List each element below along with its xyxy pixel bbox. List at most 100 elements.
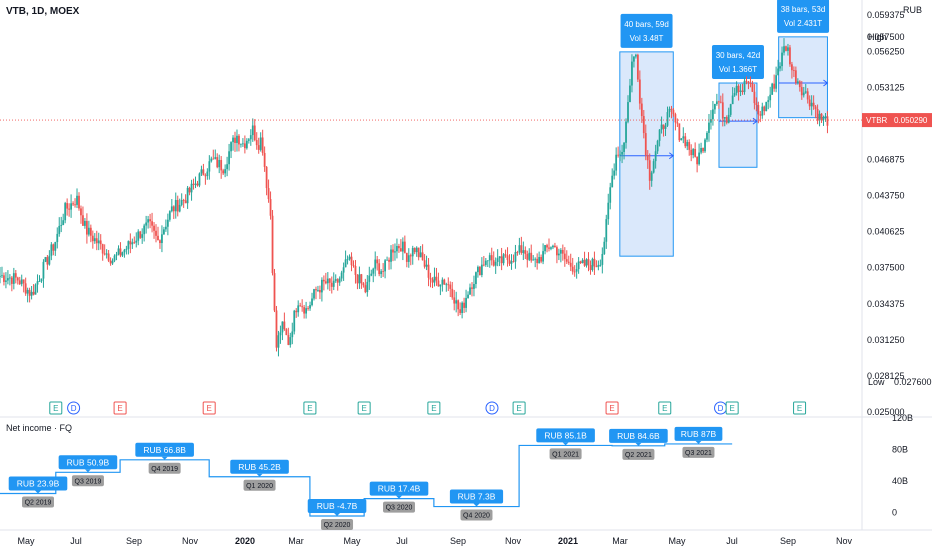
- candle-body: [571, 266, 574, 272]
- range-volume-label: Vol 1.366T: [719, 65, 757, 74]
- net-income-value: RUB -4.7B: [317, 501, 358, 511]
- earnings-marker[interactable]: [725, 401, 739, 415]
- candle-body: [611, 175, 614, 188]
- range-arrow: [752, 117, 758, 125]
- candle-body: [342, 267, 345, 273]
- candle-body: [40, 278, 43, 282]
- candle-body: [759, 114, 762, 116]
- earnings-marker[interactable]: [357, 401, 371, 415]
- candle-body: [78, 195, 80, 209]
- candle-body: [826, 116, 829, 126]
- dividend-marker[interactable]: [67, 401, 81, 415]
- candle-body: [806, 91, 809, 100]
- date-price-range[interactable]: [718, 82, 758, 168]
- date-price-range[interactable]: [778, 36, 828, 119]
- candle-body: [123, 249, 126, 253]
- candle-body: [376, 259, 379, 264]
- net-income-value: RUB 45.2B: [238, 462, 281, 472]
- candle-body: [222, 170, 225, 174]
- dividend-marker[interactable]: [485, 401, 499, 415]
- candle-body: [277, 335, 280, 348]
- price-tick-label: 0.028125: [867, 371, 905, 381]
- candle-body: [129, 241, 132, 245]
- candle-body: [271, 215, 274, 274]
- candle-body: [159, 240, 161, 244]
- candle-body: [421, 252, 424, 261]
- earnings-marker[interactable]: [427, 401, 441, 415]
- earnings-marker[interactable]: [303, 401, 317, 415]
- candle-body: [20, 279, 23, 285]
- period-badge: [460, 509, 493, 521]
- earnings-marker[interactable]: [113, 401, 127, 415]
- candle-body: [66, 203, 69, 209]
- earnings-marker-letter: E: [307, 404, 312, 413]
- candle-body: [794, 70, 797, 83]
- candle-body: [328, 278, 331, 283]
- candle-body: [465, 297, 467, 308]
- price-tick-label: 0.057500: [867, 32, 905, 42]
- candle-body: [767, 100, 770, 102]
- earnings-marker-letter: E: [361, 404, 366, 413]
- candle-body: [214, 157, 217, 159]
- time-tick-label: May: [343, 536, 361, 546]
- candle-body: [587, 259, 590, 266]
- net-income-period: Q2 2021: [625, 452, 652, 459]
- time-tick-label: Nov: [182, 536, 199, 546]
- candle-body: [121, 252, 124, 256]
- earnings-marker[interactable]: [605, 401, 619, 415]
- candle-body: [1, 275, 3, 277]
- candle-body: [538, 257, 541, 264]
- candle-body: [234, 137, 236, 143]
- candle-body: [93, 238, 96, 242]
- candle-body: [348, 256, 351, 260]
- earnings-marker[interactable]: [512, 401, 526, 415]
- net-income-value: RUB 50.9B: [67, 457, 110, 467]
- candle-body: [435, 276, 438, 281]
- candle-body: [135, 240, 138, 243]
- earnings-marker-letter: E: [516, 404, 521, 413]
- candle-body: [569, 262, 572, 267]
- range-arrow: [668, 152, 675, 160]
- candle-body: [613, 170, 616, 176]
- candle-body: [139, 231, 142, 238]
- time-tick-label: Sep: [780, 536, 796, 546]
- candle-body: [791, 64, 793, 71]
- candle-body: [356, 274, 359, 284]
- earnings-marker[interactable]: [793, 401, 807, 415]
- candle-body: [609, 187, 612, 203]
- candle-body: [107, 253, 110, 261]
- net-income-period: Q1 2020: [246, 483, 273, 490]
- candle-body: [125, 248, 128, 250]
- low-label: Low: [868, 377, 885, 387]
- earnings-marker[interactable]: [202, 401, 216, 415]
- candle-body: [429, 277, 432, 280]
- candle-body: [390, 249, 392, 262]
- candle-body: [496, 258, 499, 262]
- candle-body: [510, 261, 513, 264]
- earnings-marker[interactable]: [49, 401, 63, 415]
- candle-body: [554, 245, 556, 248]
- candle-body: [542, 251, 544, 262]
- candle-body: [196, 183, 199, 186]
- candle-body: [781, 52, 783, 67]
- net-income-value-badge: [58, 455, 118, 470]
- candle-body: [50, 244, 53, 256]
- candle-body: [141, 234, 144, 238]
- candle-body: [506, 255, 509, 261]
- candle-body: [822, 117, 825, 120]
- candle-body: [617, 154, 620, 156]
- candle-body: [455, 300, 458, 304]
- earnings-marker[interactable]: [658, 401, 672, 415]
- candle-body: [249, 135, 252, 140]
- badge-pointer: [161, 456, 168, 460]
- candle-body: [717, 101, 720, 103]
- candle-body: [779, 66, 781, 69]
- candle-body: [820, 113, 823, 120]
- candle-body: [32, 291, 35, 295]
- candle-body: [761, 106, 764, 116]
- candle-body: [557, 253, 560, 256]
- candle-body: [741, 90, 744, 92]
- candle-body: [36, 281, 39, 285]
- net-income-value-badge: [674, 426, 723, 441]
